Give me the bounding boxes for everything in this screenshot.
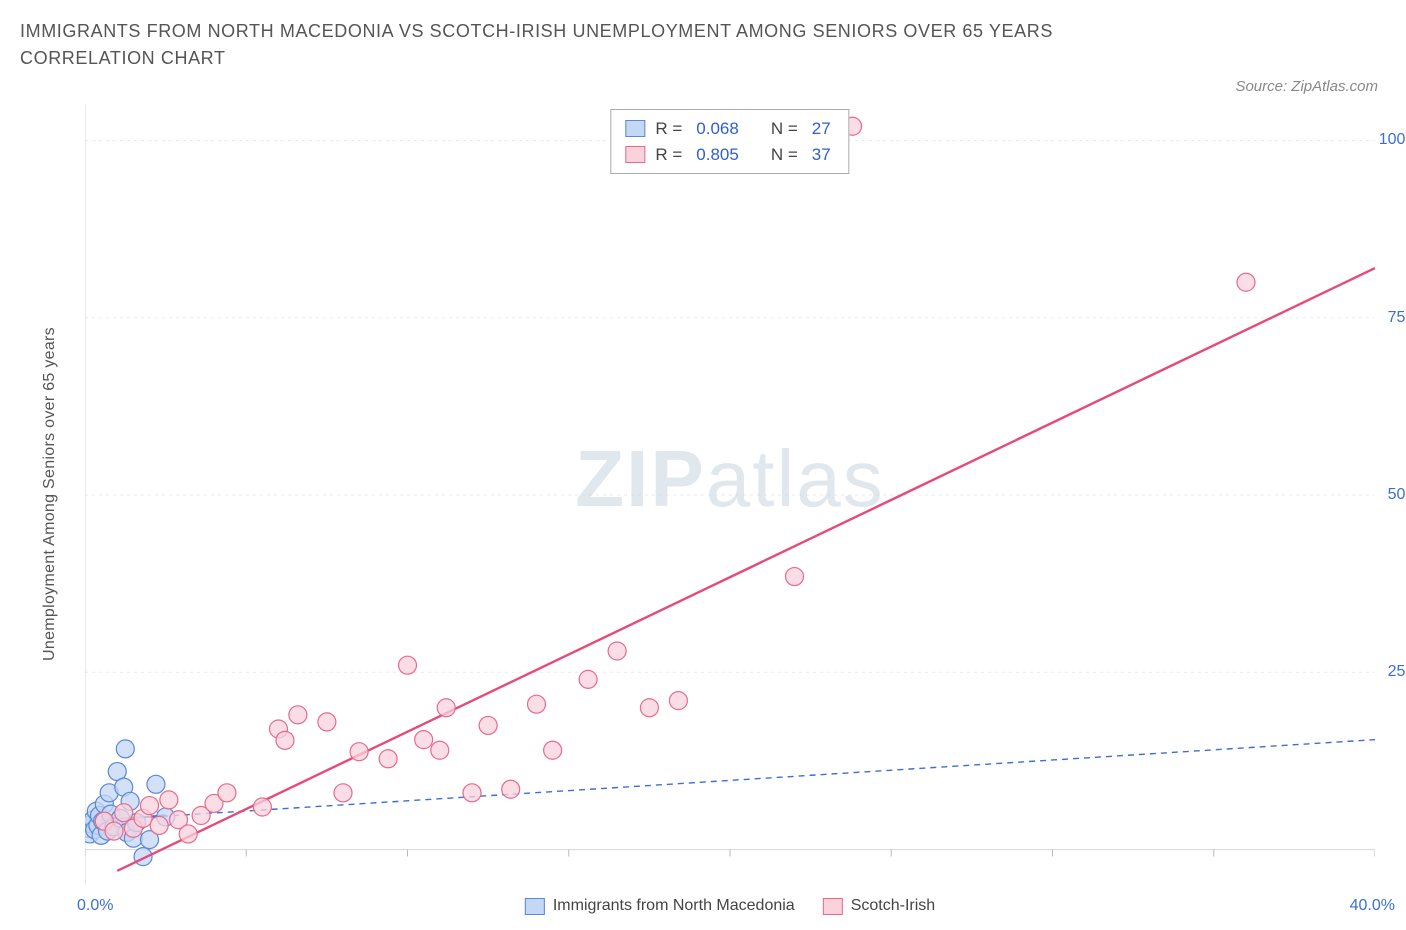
x-axis-max-label: 40.0% [1350,897,1395,915]
swatch-macedonia [625,120,645,137]
stats-row-scotch: R = 0.805 N = 37 [625,142,834,168]
plot-area: ZIPatlas R = 0.068 N = 27 R = 0.805 N = … [85,105,1375,885]
bottom-legend: Immigrants from North Macedonia Scotch-I… [525,897,935,915]
correlation-stats-box: R = 0.068 N = 27 R = 0.805 N = 37 [610,109,849,174]
legend-swatch-macedonia [525,898,545,915]
legend-label-macedonia: Immigrants from North Macedonia [553,897,795,915]
x-axis-min-label: 0.0% [77,897,113,915]
chart-title: IMMIGRANTS FROM NORTH MACEDONIA VS SCOTC… [20,18,1140,72]
chart-container: Unemployment Among Seniors over 65 years… [50,105,1380,905]
y-tick-label: 75.0% [1388,309,1406,327]
y-tick-label: 100.0% [1379,131,1406,149]
source-attribution: Source: ZipAtlas.com [1235,78,1378,95]
y-tick-label: 50.0% [1388,486,1406,504]
scatter-chart-svg [85,105,1375,885]
legend-item-macedonia: Immigrants from North Macedonia [525,897,795,915]
legend-label-scotch: Scotch-Irish [851,897,935,915]
y-tick-label: 25.0% [1388,663,1406,681]
swatch-scotch [625,146,645,163]
legend-swatch-scotch [823,898,843,915]
legend-item-scotch: Scotch-Irish [823,897,935,915]
stats-row-macedonia: R = 0.068 N = 27 [625,116,834,142]
y-axis-label: Unemployment Among Seniors over 65 years [41,144,59,844]
